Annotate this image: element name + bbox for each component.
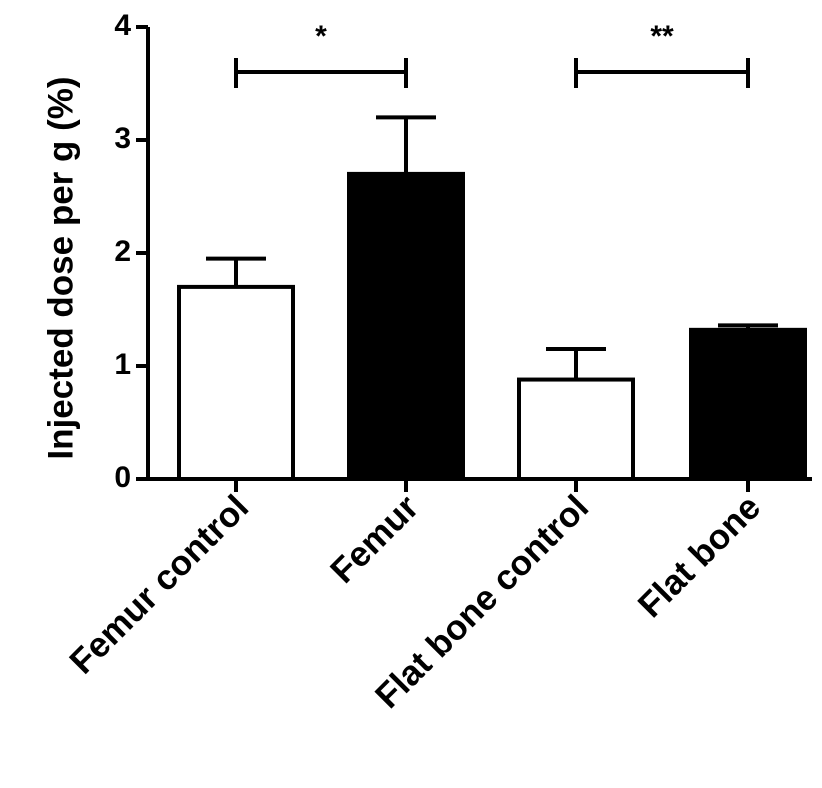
- significance-label: *: [315, 20, 327, 53]
- category-label: Flat bone: [631, 488, 769, 626]
- y-tick-label: 0: [114, 461, 131, 494]
- y-tick-label: 1: [114, 348, 131, 381]
- significance-label: **: [650, 20, 674, 53]
- bar: [689, 327, 807, 481]
- y-tick-label: 4: [114, 9, 131, 42]
- bar: [177, 284, 295, 481]
- bar: [517, 377, 635, 481]
- bar: [347, 171, 465, 481]
- category-label: Femur control: [62, 488, 256, 682]
- bars: [177, 171, 807, 481]
- y-tick-label: 2: [114, 235, 131, 268]
- category-label: Femur: [323, 487, 426, 590]
- significance-brackets: * **: [234, 20, 750, 88]
- y-axis-label: Injected dose per g (%): [41, 76, 80, 459]
- y-tick-label: 3: [114, 122, 131, 155]
- error-bars: [206, 115, 778, 380]
